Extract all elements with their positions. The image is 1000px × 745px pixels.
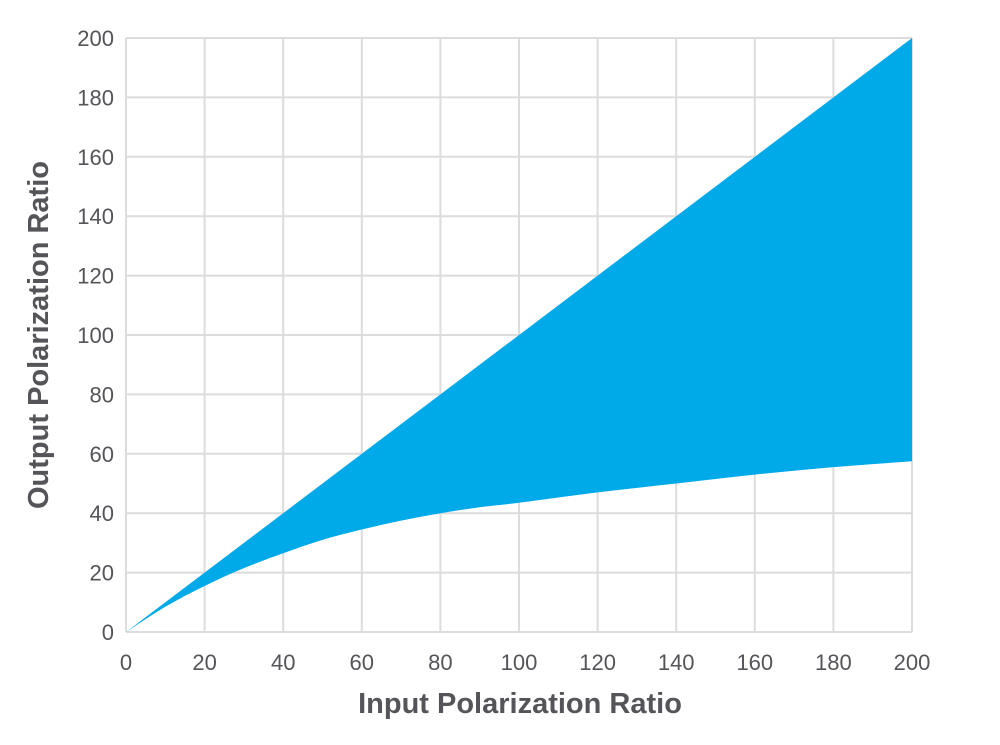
y-tick-label: 100 bbox=[77, 323, 114, 348]
y-tick-label: 20 bbox=[90, 561, 114, 586]
x-tick-label: 60 bbox=[350, 650, 374, 675]
x-axis-title: Input Polarization Ratio bbox=[358, 688, 682, 720]
x-tick-label: 20 bbox=[192, 650, 216, 675]
y-tick-label: 40 bbox=[90, 501, 114, 526]
y-tick-label: 180 bbox=[77, 85, 114, 110]
x-tick-label: 180 bbox=[815, 650, 852, 675]
x-tick-labels: 0 20 40 60 80 100 120 140 160 180 200 bbox=[120, 650, 930, 675]
y-tick-label: 80 bbox=[90, 382, 114, 407]
range-band bbox=[126, 38, 912, 632]
y-tick-label: 200 bbox=[77, 26, 114, 51]
x-tick-label: 0 bbox=[120, 650, 132, 675]
x-tick-label: 80 bbox=[428, 650, 452, 675]
y-tick-label: 60 bbox=[90, 442, 114, 467]
x-tick-label: 160 bbox=[736, 650, 773, 675]
x-tick-label: 120 bbox=[579, 650, 616, 675]
x-tick-label: 40 bbox=[271, 650, 295, 675]
y-tick-label: 0 bbox=[102, 620, 114, 645]
x-tick-label: 100 bbox=[501, 650, 538, 675]
x-tick-label: 200 bbox=[894, 650, 931, 675]
y-tick-label: 160 bbox=[77, 145, 114, 170]
plot-area bbox=[126, 38, 912, 632]
y-tick-label: 120 bbox=[77, 264, 114, 289]
y-axis-title: Output Polarization Ratio bbox=[23, 161, 55, 509]
y-tick-labels: 0 20 40 60 80 100 120 140 160 180 200 bbox=[77, 26, 114, 645]
x-tick-label: 140 bbox=[658, 650, 695, 675]
y-tick-label: 140 bbox=[77, 204, 114, 229]
